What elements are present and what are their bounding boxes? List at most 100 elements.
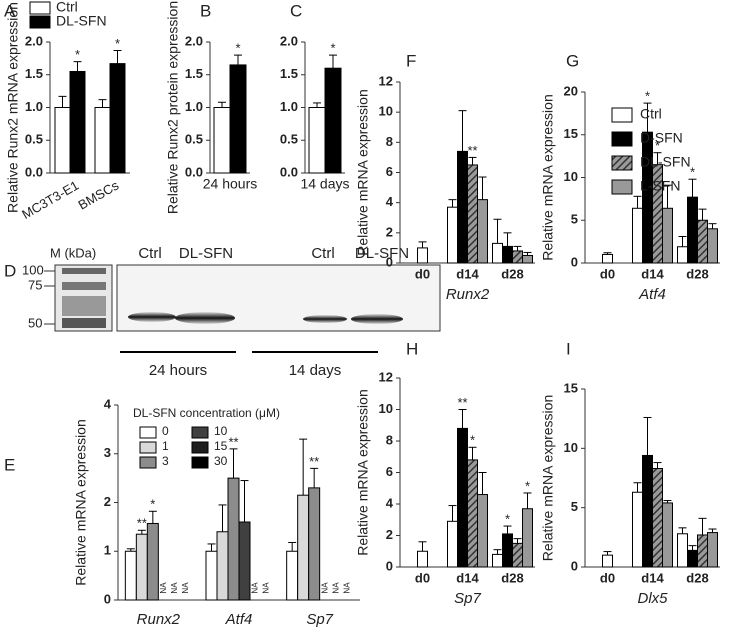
- value-label: NA: [181, 582, 190, 594]
- group-label: 24 hours: [149, 362, 207, 379]
- legend-title: DL-SFN concentration (μM): [133, 406, 280, 420]
- y-tick-label: 1.0: [280, 99, 298, 114]
- significance: *: [690, 165, 695, 180]
- bar: [697, 219, 708, 264]
- significance: **: [309, 454, 319, 469]
- value-label: NA: [331, 582, 340, 594]
- y-tick-label: 6: [386, 164, 393, 179]
- x-tick-label: d0: [415, 570, 430, 585]
- x-tick-label: BMSCs: [76, 177, 122, 212]
- y-tick-label: 0: [104, 591, 111, 606]
- significance: **: [137, 516, 147, 531]
- bar: [677, 246, 688, 264]
- bar: [297, 494, 310, 601]
- y-tick-label: 0.0: [280, 164, 298, 179]
- y-tick-label: 5: [571, 499, 578, 514]
- bar: [502, 245, 513, 264]
- bar: [707, 532, 718, 568]
- y-axis-label: Relative Runx2 protein expression: [165, 1, 181, 214]
- significance: *: [75, 47, 80, 62]
- legend-swatch: [29, 15, 51, 29]
- y-tick-label: 1.5: [280, 66, 298, 81]
- legend-swatch: [611, 179, 633, 195]
- bar: [457, 150, 468, 264]
- blot-band: [128, 312, 176, 322]
- bar: [447, 520, 458, 568]
- panel-letter: D: [4, 261, 16, 280]
- legend-swatch: [191, 441, 209, 454]
- bar: [512, 542, 523, 568]
- y-tick-label: 1: [104, 543, 111, 558]
- legend-label: DL-SFN: [56, 13, 107, 29]
- panel-letter: F: [406, 51, 416, 70]
- bar: [227, 477, 240, 601]
- value-label: NA: [251, 582, 260, 594]
- panel-letter: C: [290, 1, 302, 20]
- significance: *: [150, 497, 155, 512]
- x-axis-label: Runx2: [446, 286, 490, 303]
- legend-swatch: [191, 456, 209, 469]
- x-axis-label: Atf4: [638, 286, 666, 303]
- y-axis-label: Relative mRNA expression: [355, 389, 371, 556]
- bar: [632, 207, 643, 264]
- panel-letter: E: [4, 455, 15, 474]
- legend-swatch: [611, 107, 633, 123]
- y-tick-label: 0.0: [185, 164, 203, 179]
- bar: [124, 550, 137, 601]
- x-tick-label: d28: [501, 570, 523, 585]
- bar: [324, 67, 342, 174]
- x-axis-label: Sp7: [454, 590, 481, 607]
- y-tick-label: 12: [379, 369, 393, 384]
- y-tick-label: 10: [379, 401, 393, 416]
- bar: [522, 508, 533, 568]
- y-tick-label: 12: [379, 73, 393, 88]
- y-tick-label: 10: [564, 440, 578, 455]
- bar: [477, 199, 488, 264]
- x-tick-label: d14: [641, 266, 664, 281]
- bar: [213, 107, 231, 174]
- significance: *: [330, 41, 335, 56]
- marker-title: M (kDa): [50, 245, 96, 260]
- bar: [492, 242, 503, 264]
- y-tick-label: 2: [386, 527, 393, 542]
- x-tick-label: 24 hours: [203, 176, 257, 192]
- lane-label: DL-SFN: [179, 245, 233, 262]
- bar: [467, 164, 478, 264]
- y-tick-label: 1.5: [185, 66, 203, 81]
- value-label: NA: [262, 582, 271, 594]
- legend-label: D-SFN: [640, 130, 683, 146]
- x-tick-label: Runx2: [137, 611, 181, 628]
- y-tick-label: 2.0: [185, 33, 203, 48]
- x-tick-label: Sp7: [306, 611, 333, 628]
- y-tick-label: 10: [379, 104, 393, 119]
- bar: [662, 502, 673, 568]
- y-tick-label: 4: [386, 194, 394, 209]
- bar: [642, 131, 653, 264]
- bar: [662, 207, 673, 264]
- bar: [135, 533, 148, 601]
- legend-label: 10: [214, 424, 228, 438]
- legend-label: 3: [162, 454, 169, 468]
- bar: [229, 64, 247, 174]
- bar: [477, 494, 488, 568]
- marker-band: [62, 282, 106, 290]
- bar: [652, 468, 663, 568]
- y-axis-label: Relative Runx2 mRNA expression: [5, 2, 21, 213]
- y-axis-label: Relative mRNA expression: [540, 395, 556, 562]
- legend-swatch: [191, 426, 209, 439]
- legend-swatch: [139, 441, 157, 454]
- marker-label: 100: [22, 262, 44, 277]
- y-tick-label: 10: [564, 169, 578, 184]
- bar: [238, 521, 251, 601]
- bar: [457, 427, 468, 568]
- x-tick-label: d28: [686, 266, 708, 281]
- y-tick-label: 3: [104, 445, 111, 460]
- x-tick-label: 14 days: [300, 176, 349, 192]
- bar: [602, 253, 613, 264]
- y-tick-label: 2.0: [25, 33, 43, 48]
- legend-label: DL-SFN: [640, 154, 691, 170]
- blot-band: [303, 315, 347, 323]
- legend-swatch: [139, 456, 157, 469]
- panel-letter: G: [566, 51, 579, 70]
